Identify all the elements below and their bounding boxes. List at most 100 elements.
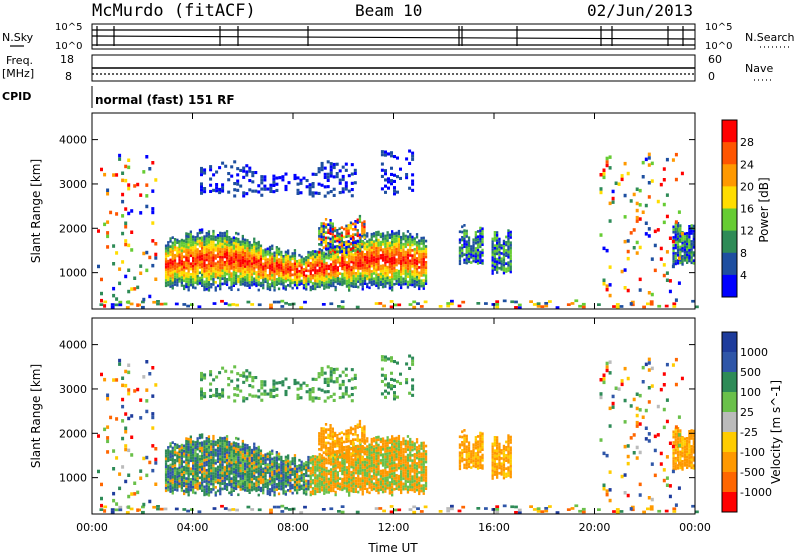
power-cell <box>339 272 341 275</box>
power-cell <box>355 277 357 280</box>
power-cell <box>387 237 389 240</box>
power-cell <box>188 273 190 276</box>
power-cell <box>336 229 338 232</box>
velocity-cell <box>344 487 346 490</box>
power-cell <box>494 266 496 269</box>
power-cell <box>400 263 402 266</box>
velocity-cell <box>416 457 418 460</box>
power-cell <box>400 244 402 247</box>
power-cell <box>312 266 314 269</box>
power-cell <box>212 251 214 254</box>
velocity-cell <box>387 452 389 455</box>
power-cell <box>185 256 187 259</box>
power-cell <box>348 257 350 260</box>
power-cell <box>361 243 363 246</box>
velocity-cell <box>249 446 251 449</box>
power-cell <box>246 279 248 282</box>
velocity-cell <box>206 453 208 456</box>
velocity-cell <box>215 459 217 462</box>
power-cell <box>350 258 352 261</box>
power-cell <box>228 263 230 266</box>
power-cell <box>672 255 674 258</box>
power-cell <box>510 260 512 263</box>
power-cell <box>341 281 343 284</box>
velocity-cell <box>203 464 205 467</box>
velocity-cell <box>167 475 169 478</box>
power-cell <box>470 256 472 259</box>
power-cell <box>691 240 693 243</box>
power-cell <box>226 241 228 244</box>
power-cell <box>341 300 345 303</box>
velocity-cell <box>359 472 361 475</box>
velocity-cell <box>368 460 370 463</box>
power-cell <box>492 264 494 267</box>
power-cell <box>282 263 284 266</box>
velocity-cell <box>364 482 366 485</box>
power-cell <box>405 259 407 262</box>
velocity-cell <box>235 471 237 474</box>
power-cell <box>253 243 255 246</box>
power-cell <box>188 236 190 239</box>
power-cell <box>466 262 468 265</box>
power-cell <box>354 169 357 172</box>
velocity-cell <box>391 446 393 449</box>
power-cell <box>298 259 300 262</box>
velocity-cell <box>346 469 348 472</box>
velocity-cell <box>273 483 275 486</box>
power-cell <box>371 273 373 276</box>
velocity-cell <box>172 452 174 455</box>
power-cell <box>208 233 210 236</box>
velocity-cell <box>174 448 176 451</box>
power-cell <box>242 272 244 275</box>
power-cell <box>169 280 171 283</box>
power-cell <box>609 283 612 287</box>
power-cell <box>165 250 167 253</box>
velocity-cell <box>176 486 178 489</box>
power-cell <box>273 265 275 268</box>
power-cell <box>320 228 322 231</box>
velocity-cell <box>169 474 171 477</box>
velocity-cell <box>400 452 402 455</box>
velocity-cell <box>292 484 294 487</box>
power-colorbar-tick: 16 <box>740 203 754 216</box>
power-cell <box>183 240 185 243</box>
power-cell <box>393 243 395 246</box>
power-cell <box>393 270 395 273</box>
velocity-cell <box>314 461 316 464</box>
power-cell <box>228 276 230 279</box>
velocity-cell <box>188 462 190 465</box>
velocity-cell <box>206 461 208 464</box>
power-cell <box>188 243 190 246</box>
velocity-cell <box>203 443 205 446</box>
power-cell <box>167 244 169 247</box>
power-cell <box>328 273 330 276</box>
velocity-cell <box>353 469 355 472</box>
velocity-cell <box>174 462 176 465</box>
power-cell <box>242 238 244 241</box>
velocity-cell <box>267 463 269 466</box>
velocity-cell <box>215 486 217 489</box>
power-cell <box>323 285 325 288</box>
power-cell <box>681 255 683 258</box>
power-cell <box>224 302 228 305</box>
power-cell <box>350 277 352 280</box>
power-cell <box>230 272 232 275</box>
power-cell <box>398 283 400 286</box>
power-cell <box>318 170 321 173</box>
velocity-cell <box>323 463 325 466</box>
velocity-cell <box>172 481 174 484</box>
velocity-cell <box>373 437 375 440</box>
velocity-cell <box>389 481 391 484</box>
power-cell <box>186 305 190 308</box>
power-cell <box>233 239 235 242</box>
power-cell <box>145 155 148 159</box>
velocity-cell <box>362 488 364 491</box>
power-cell <box>389 244 391 247</box>
power-cell <box>260 277 262 280</box>
velocity-cell <box>208 486 210 489</box>
velocity-cell <box>219 469 221 472</box>
velocity-cell <box>273 480 275 483</box>
velocity-cell <box>384 458 386 461</box>
velocity-cell <box>190 481 192 484</box>
velocity-cell <box>301 477 303 480</box>
